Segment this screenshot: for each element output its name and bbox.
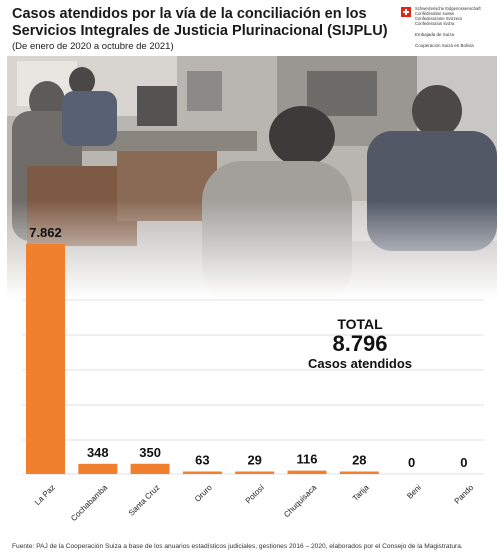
total-label: TOTAL: [337, 316, 383, 332]
cooperation-name: Cooperación Suiza en Bolivia: [415, 43, 474, 48]
source-footnote: Fuente: PAJ de la Cooperación Suiza a ba…: [12, 543, 463, 550]
confed-line-fr: Confédération suisse: [415, 11, 455, 16]
value-label: 116: [297, 452, 318, 467]
swiss-flag-icon: [401, 7, 411, 17]
chart-subtitle: (De enero de 2020 a octubre de 2021): [12, 41, 174, 52]
bar: [235, 471, 275, 474]
x-tick-label: Pando: [453, 483, 476, 506]
embassy-name: Embajada de Suiza: [415, 32, 455, 37]
value-label: 0: [408, 455, 415, 470]
bar: [78, 463, 118, 474]
total-summary: TOTAL 8.796 Casos atendidos: [280, 316, 440, 371]
chart-title: Casos atendidos por la vía de la concili…: [12, 6, 388, 39]
bar-chart: 7.862 348 350 63 29 116 28 0 0 La Paz Cochabamba S…: [22, 225, 484, 523]
x-tick-label: Beni: [405, 483, 423, 501]
swiss-embassy-logo: Schweizerische Eidgenossenschaft Confédé…: [401, 6, 501, 48]
value-label: 28: [352, 453, 366, 468]
x-tick-label: La Paz: [33, 483, 57, 507]
x-tick-label: Oruro: [193, 483, 214, 504]
value-labels-group: 7.862 348 350 63 29 116 28 0 0: [29, 225, 467, 470]
bar: [26, 244, 65, 474]
bar: [182, 471, 222, 474]
bar: [130, 463, 170, 474]
x-tick-label: Chuquisaca: [282, 483, 319, 520]
x-tick-label: Potosí: [244, 482, 267, 505]
value-label: 350: [139, 445, 161, 460]
bars-group: [26, 244, 379, 474]
confederation-names: Schweizerische Eidgenossenschaft Confédé…: [415, 6, 481, 26]
x-tick-label: Tarija: [351, 483, 371, 503]
x-tick-label: Santa Cruz: [127, 483, 162, 518]
total-value: 8.796: [332, 331, 388, 356]
x-tick-label: Cochabamba: [69, 483, 109, 523]
value-label: 348: [87, 445, 109, 460]
confed-line-rm: Confederaziun svizra: [415, 21, 455, 26]
confed-line-de: Schweizerische Eidgenossenschaft: [415, 6, 481, 11]
x-tick-labels-group: La Paz Cochabamba Santa Cruz Oruro Potosí Chu…: [33, 482, 476, 523]
total-caption: Casos atendidos: [307, 356, 413, 371]
value-label: 0: [460, 455, 467, 470]
bar: [339, 471, 379, 474]
value-label: 7.862: [29, 225, 62, 240]
value-label: 63: [195, 453, 209, 468]
value-label: 29: [247, 453, 261, 468]
confed-line-it: Confederazione Svizzera: [415, 16, 462, 21]
bar: [287, 470, 327, 474]
photo-fade-overlay: [7, 200, 497, 310]
